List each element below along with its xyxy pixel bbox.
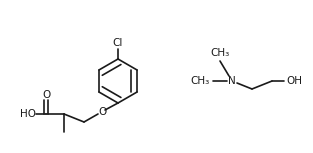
Text: O: O [98,107,106,117]
Text: O: O [42,90,50,100]
Text: CH₃: CH₃ [210,48,230,58]
Text: HO: HO [20,109,36,119]
Text: Cl: Cl [113,38,123,48]
Text: N: N [228,76,236,86]
Text: CH₃: CH₃ [190,76,210,86]
Text: OH: OH [286,76,302,86]
